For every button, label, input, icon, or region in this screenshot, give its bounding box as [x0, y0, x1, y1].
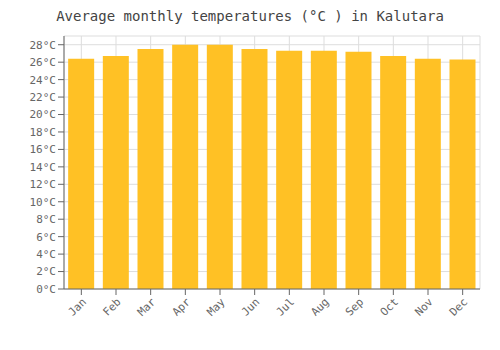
html-text:Average monthly temperatures (: Average monthly temperatures (°C ) in Ka…: [56, 8, 444, 24]
svg-text:22°C: 22°C: [30, 91, 57, 104]
svg-text:26°C: 26°C: [30, 56, 57, 69]
svg-text:14°C: 14°C: [30, 161, 57, 174]
svg-text:28°C: 28°C: [30, 39, 57, 52]
svg-text:Aug: Aug: [308, 295, 331, 318]
svg-text:0°C: 0°C: [36, 283, 56, 296]
svg-text:Jan: Jan: [66, 295, 89, 318]
svg-text:2°C: 2°C: [36, 265, 56, 278]
svg-text:12°C: 12°C: [30, 178, 57, 191]
svg-text:24°C: 24°C: [30, 74, 57, 87]
svg-text:Nov: Nov: [412, 295, 436, 319]
svg-text:6°C: 6°C: [36, 231, 56, 244]
svg-text:Apr: Apr: [170, 295, 194, 319]
svg-text:Sep: Sep: [343, 295, 366, 318]
svg-text:4°C: 4°C: [36, 248, 56, 261]
svg-text:Mar: Mar: [135, 295, 159, 319]
svg-text:20°C: 20°C: [30, 108, 57, 121]
svg-text:Dec: Dec: [447, 295, 470, 318]
svg-text:18°C: 18°C: [30, 126, 57, 139]
svg-text:8°C: 8°C: [36, 213, 56, 226]
svg-text:10°C: 10°C: [30, 196, 57, 209]
svg-text:May: May: [204, 295, 228, 319]
svg-text:16°C: 16°C: [30, 143, 57, 156]
svg-text:Jun: Jun: [239, 295, 262, 318]
svg-text:Feb: Feb: [100, 295, 123, 318]
svg-text:Jul: Jul: [274, 295, 297, 318]
svg-text:Oct: Oct: [378, 295, 401, 318]
